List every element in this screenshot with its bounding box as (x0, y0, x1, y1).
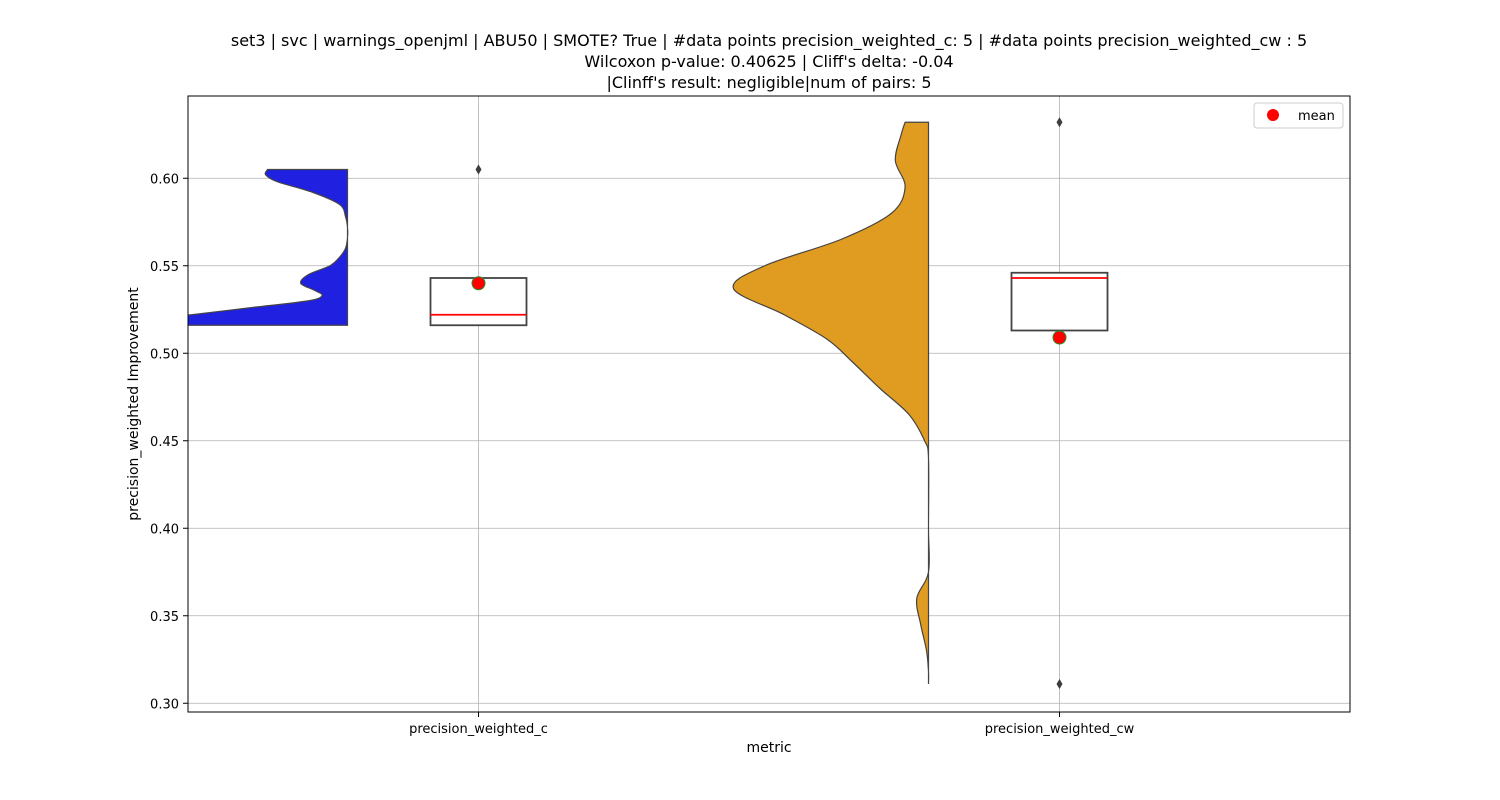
violins (188, 121, 930, 685)
chart-title: set3 | svc | warnings_openjml | ABU50 | … (231, 31, 1307, 92)
legend: mean (1253, 102, 1344, 129)
outlier-marker (1056, 679, 1063, 689)
title-line-3: |Clinff's result: negligible|num of pair… (606, 73, 931, 92)
mean-marker-precision_weighted_cw (1052, 330, 1067, 345)
y-axis-ticks: 0.30 0.35 0.40 0.45 0.50 0.55 0.60 (150, 172, 188, 712)
y-tick-label: 0.30 (150, 697, 179, 712)
y-tick-label: 0.50 (150, 347, 179, 362)
x-axis-label: metric (746, 740, 791, 756)
y-axis-label: precision_weighted Improvement (126, 287, 142, 521)
outlier-markers (475, 117, 1063, 689)
y-tick-label: 0.60 (150, 172, 179, 187)
legend-mean-label: mean (1298, 109, 1335, 124)
y-tick-label: 0.45 (150, 435, 179, 450)
y-tick-label: 0.40 (150, 522, 179, 537)
title-line-1: set3 | svc | warnings_openjml | ABU50 | … (231, 31, 1307, 51)
violin-precision_weighted_cw (732, 121, 930, 685)
box-precision_weighted_cw (1010, 271, 1109, 332)
x-tick-label: precision_weighted_cw (985, 722, 1135, 737)
y-tick-label: 0.55 (150, 260, 179, 275)
grid-lines (188, 96, 1350, 712)
violin-precision_weighted_c (188, 168, 349, 326)
mean-markers (471, 276, 1067, 345)
legend-mean-marker (1267, 109, 1279, 121)
outlier-marker (1056, 117, 1063, 128)
outlier-marker (475, 164, 482, 175)
x-axis-ticks: precision_weighted_c precision_weighted_c… (409, 712, 1135, 737)
plot-frame (187, 95, 1351, 713)
y-tick-label: 0.35 (150, 610, 179, 625)
mean-marker-precision_weighted_c (471, 276, 486, 291)
legend-box (1253, 102, 1344, 129)
title-line-2: Wilcoxon p-value: 0.40625 | Cliff's delt… (584, 52, 953, 71)
x-tick-label: precision_weighted_c (409, 722, 548, 737)
